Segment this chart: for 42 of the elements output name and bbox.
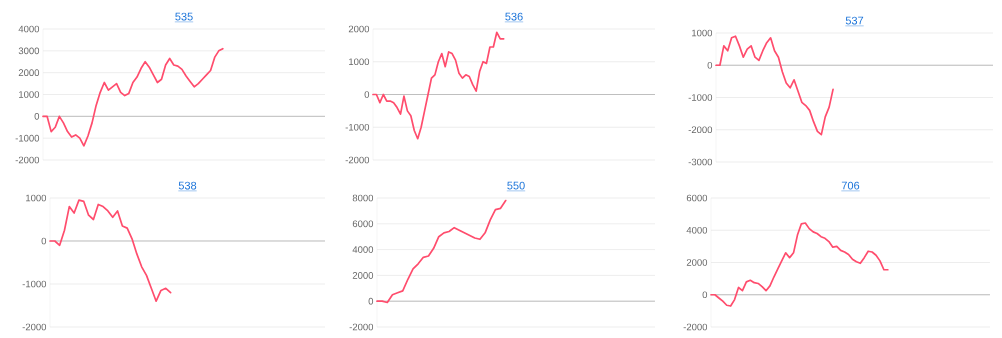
y-tick-label: 6000 <box>352 220 374 228</box>
y-tick-label: 1000 <box>19 91 40 98</box>
y-tick-label: -3000 <box>688 158 713 166</box>
y-tick-label: -2000 <box>349 323 374 331</box>
y-tick-label: 2000 <box>686 259 708 266</box>
chart-title: 535 <box>175 12 193 21</box>
y-tick-label: 0 <box>702 291 708 299</box>
line-series <box>49 199 172 303</box>
y-tick-label: -2000 <box>683 323 708 331</box>
chart-title: 537 <box>845 16 864 25</box>
y-tick-label: 4000 <box>352 246 374 253</box>
y-tick-label: 0 <box>34 112 40 120</box>
chart-title: 536 <box>505 12 523 21</box>
chart-title: 706 <box>841 181 860 190</box>
y-tick-label: 8000 <box>352 194 374 202</box>
y-tick-label: 1000 <box>692 29 713 37</box>
y-tick-label: -2000 <box>22 323 47 331</box>
y-tick-label: 4000 <box>686 226 708 234</box>
y-tick-label: 2000 <box>18 69 40 77</box>
chart-title: 538 <box>178 181 197 190</box>
y-tick-label: 6000 <box>686 194 708 202</box>
chart-title: 550 <box>507 181 525 190</box>
y-tick-label: 0 <box>364 91 370 98</box>
line-series <box>372 31 505 140</box>
y-tick-label: 1000 <box>349 58 370 66</box>
y-tick-label: -1000 <box>15 134 40 142</box>
line-series <box>715 35 834 136</box>
y-tick-label: 3000 <box>18 47 40 55</box>
y-tick-label: -1000 <box>688 94 713 101</box>
y-tick-label: -1000 <box>22 280 47 288</box>
y-tick-label: 2000 <box>352 272 374 279</box>
y-tick-label: 2000 <box>348 25 370 33</box>
line-series <box>42 47 224 147</box>
y-tick-label: -2000 <box>15 156 40 164</box>
y-tick-label: -2000 <box>688 126 713 134</box>
y-tick-label: -1000 <box>345 123 370 131</box>
y-tick-label: 0 <box>707 61 713 69</box>
y-tick-label: 0 <box>368 297 374 305</box>
y-tick-label: 0 <box>41 237 47 245</box>
y-tick-label: 4000 <box>18 25 40 33</box>
y-tick-label: -2000 <box>345 156 370 164</box>
y-tick-label: 1000 <box>26 194 47 202</box>
